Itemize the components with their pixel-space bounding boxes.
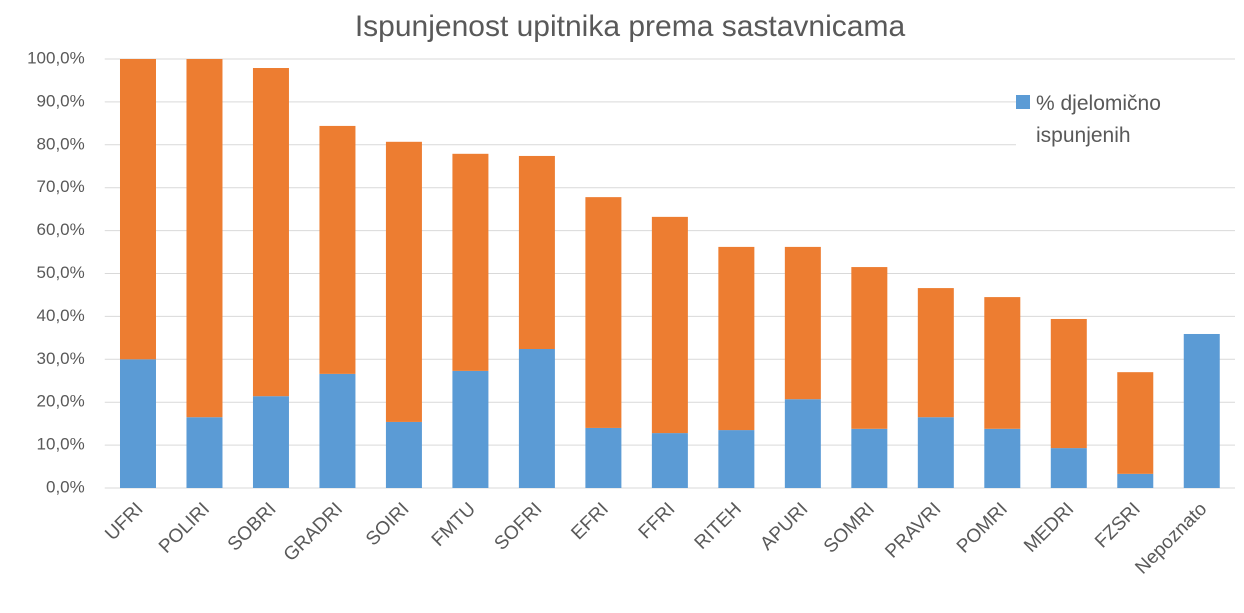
bar-segment	[1050, 318, 1087, 449]
bar-segment	[119, 359, 156, 488]
legend-label: % djelomično ispunjenih	[1036, 92, 1161, 147]
y-tick-label: 70,0%	[37, 177, 85, 196]
x-tick-label: FZSRI	[1091, 499, 1145, 553]
x-tick-label: FMTU	[428, 499, 480, 551]
x-tick-label: POMRI	[953, 499, 1012, 558]
x-tick-label: APURI	[756, 499, 812, 555]
chart-title: Ispunjenost upitnika prema sastavnicama	[355, 10, 906, 43]
bar-segment	[252, 396, 289, 488]
bar-segment	[1117, 473, 1154, 488]
legend-swatch	[1016, 95, 1030, 109]
x-tick-label: MEDRI	[1020, 499, 1078, 557]
y-tick-label: 10,0%	[37, 435, 85, 454]
legend: % djelomično ispunjenih	[1016, 88, 1236, 152]
bar-segment	[984, 428, 1021, 488]
bar-segment	[385, 421, 422, 488]
bar-segment	[651, 433, 688, 488]
bar-segment	[518, 349, 555, 488]
bar-segment	[585, 427, 622, 488]
bar-segment	[851, 428, 888, 488]
bar-segment	[518, 155, 555, 350]
bar-segment	[718, 430, 755, 488]
bar-segment	[984, 297, 1021, 429]
y-tick-label: 100,0%	[27, 48, 85, 67]
x-tick-label: SOFRI	[491, 499, 547, 555]
y-tick-label: 20,0%	[37, 392, 85, 411]
bar-segment	[319, 125, 356, 374]
y-tick-label: 0,0%	[46, 477, 85, 496]
y-tick-label: 60,0%	[37, 220, 85, 239]
y-tick-label: 90,0%	[37, 91, 85, 110]
y-tick-label: 40,0%	[37, 306, 85, 325]
x-tick-label: RITEH	[691, 499, 746, 554]
bar-segment	[186, 59, 223, 418]
bar-segment	[1183, 333, 1220, 488]
bar-segment	[119, 59, 156, 360]
bar-segment	[252, 68, 289, 397]
bar-segment	[452, 370, 489, 488]
y-tick-label: 30,0%	[37, 349, 85, 368]
bar-segment	[784, 399, 821, 488]
bar-segment	[718, 246, 755, 431]
bar-segment	[585, 197, 622, 428]
bar-segment	[186, 417, 223, 488]
bar-segment	[452, 153, 489, 371]
bar-segment	[319, 373, 356, 488]
x-tick-label: PRAVRI	[881, 499, 945, 563]
bar-segment	[784, 246, 821, 400]
y-tick-label: 80,0%	[37, 134, 85, 153]
x-tick-label: POLIRI	[155, 499, 214, 558]
bar-segment	[851, 267, 888, 429]
x-tick-label: GRADRI	[280, 499, 347, 566]
bar-segment	[385, 141, 422, 422]
x-tick-label: Nepoznato	[1131, 499, 1211, 579]
x-tick-label: FFRI	[635, 499, 680, 544]
x-tick-label: SOMRI	[820, 499, 879, 558]
bar-segment	[1050, 448, 1087, 488]
x-tick-label: EFRI	[567, 499, 612, 544]
y-tick-label: 50,0%	[37, 263, 85, 282]
x-tick-label: SOIRI	[362, 499, 413, 550]
bar-segment	[917, 417, 954, 488]
x-tick-label: SOBRI	[224, 499, 281, 556]
x-tick-label: UFRI	[101, 499, 147, 545]
bar-segment	[917, 288, 954, 418]
bar-segment	[1117, 372, 1154, 474]
bar-segment	[651, 216, 688, 434]
